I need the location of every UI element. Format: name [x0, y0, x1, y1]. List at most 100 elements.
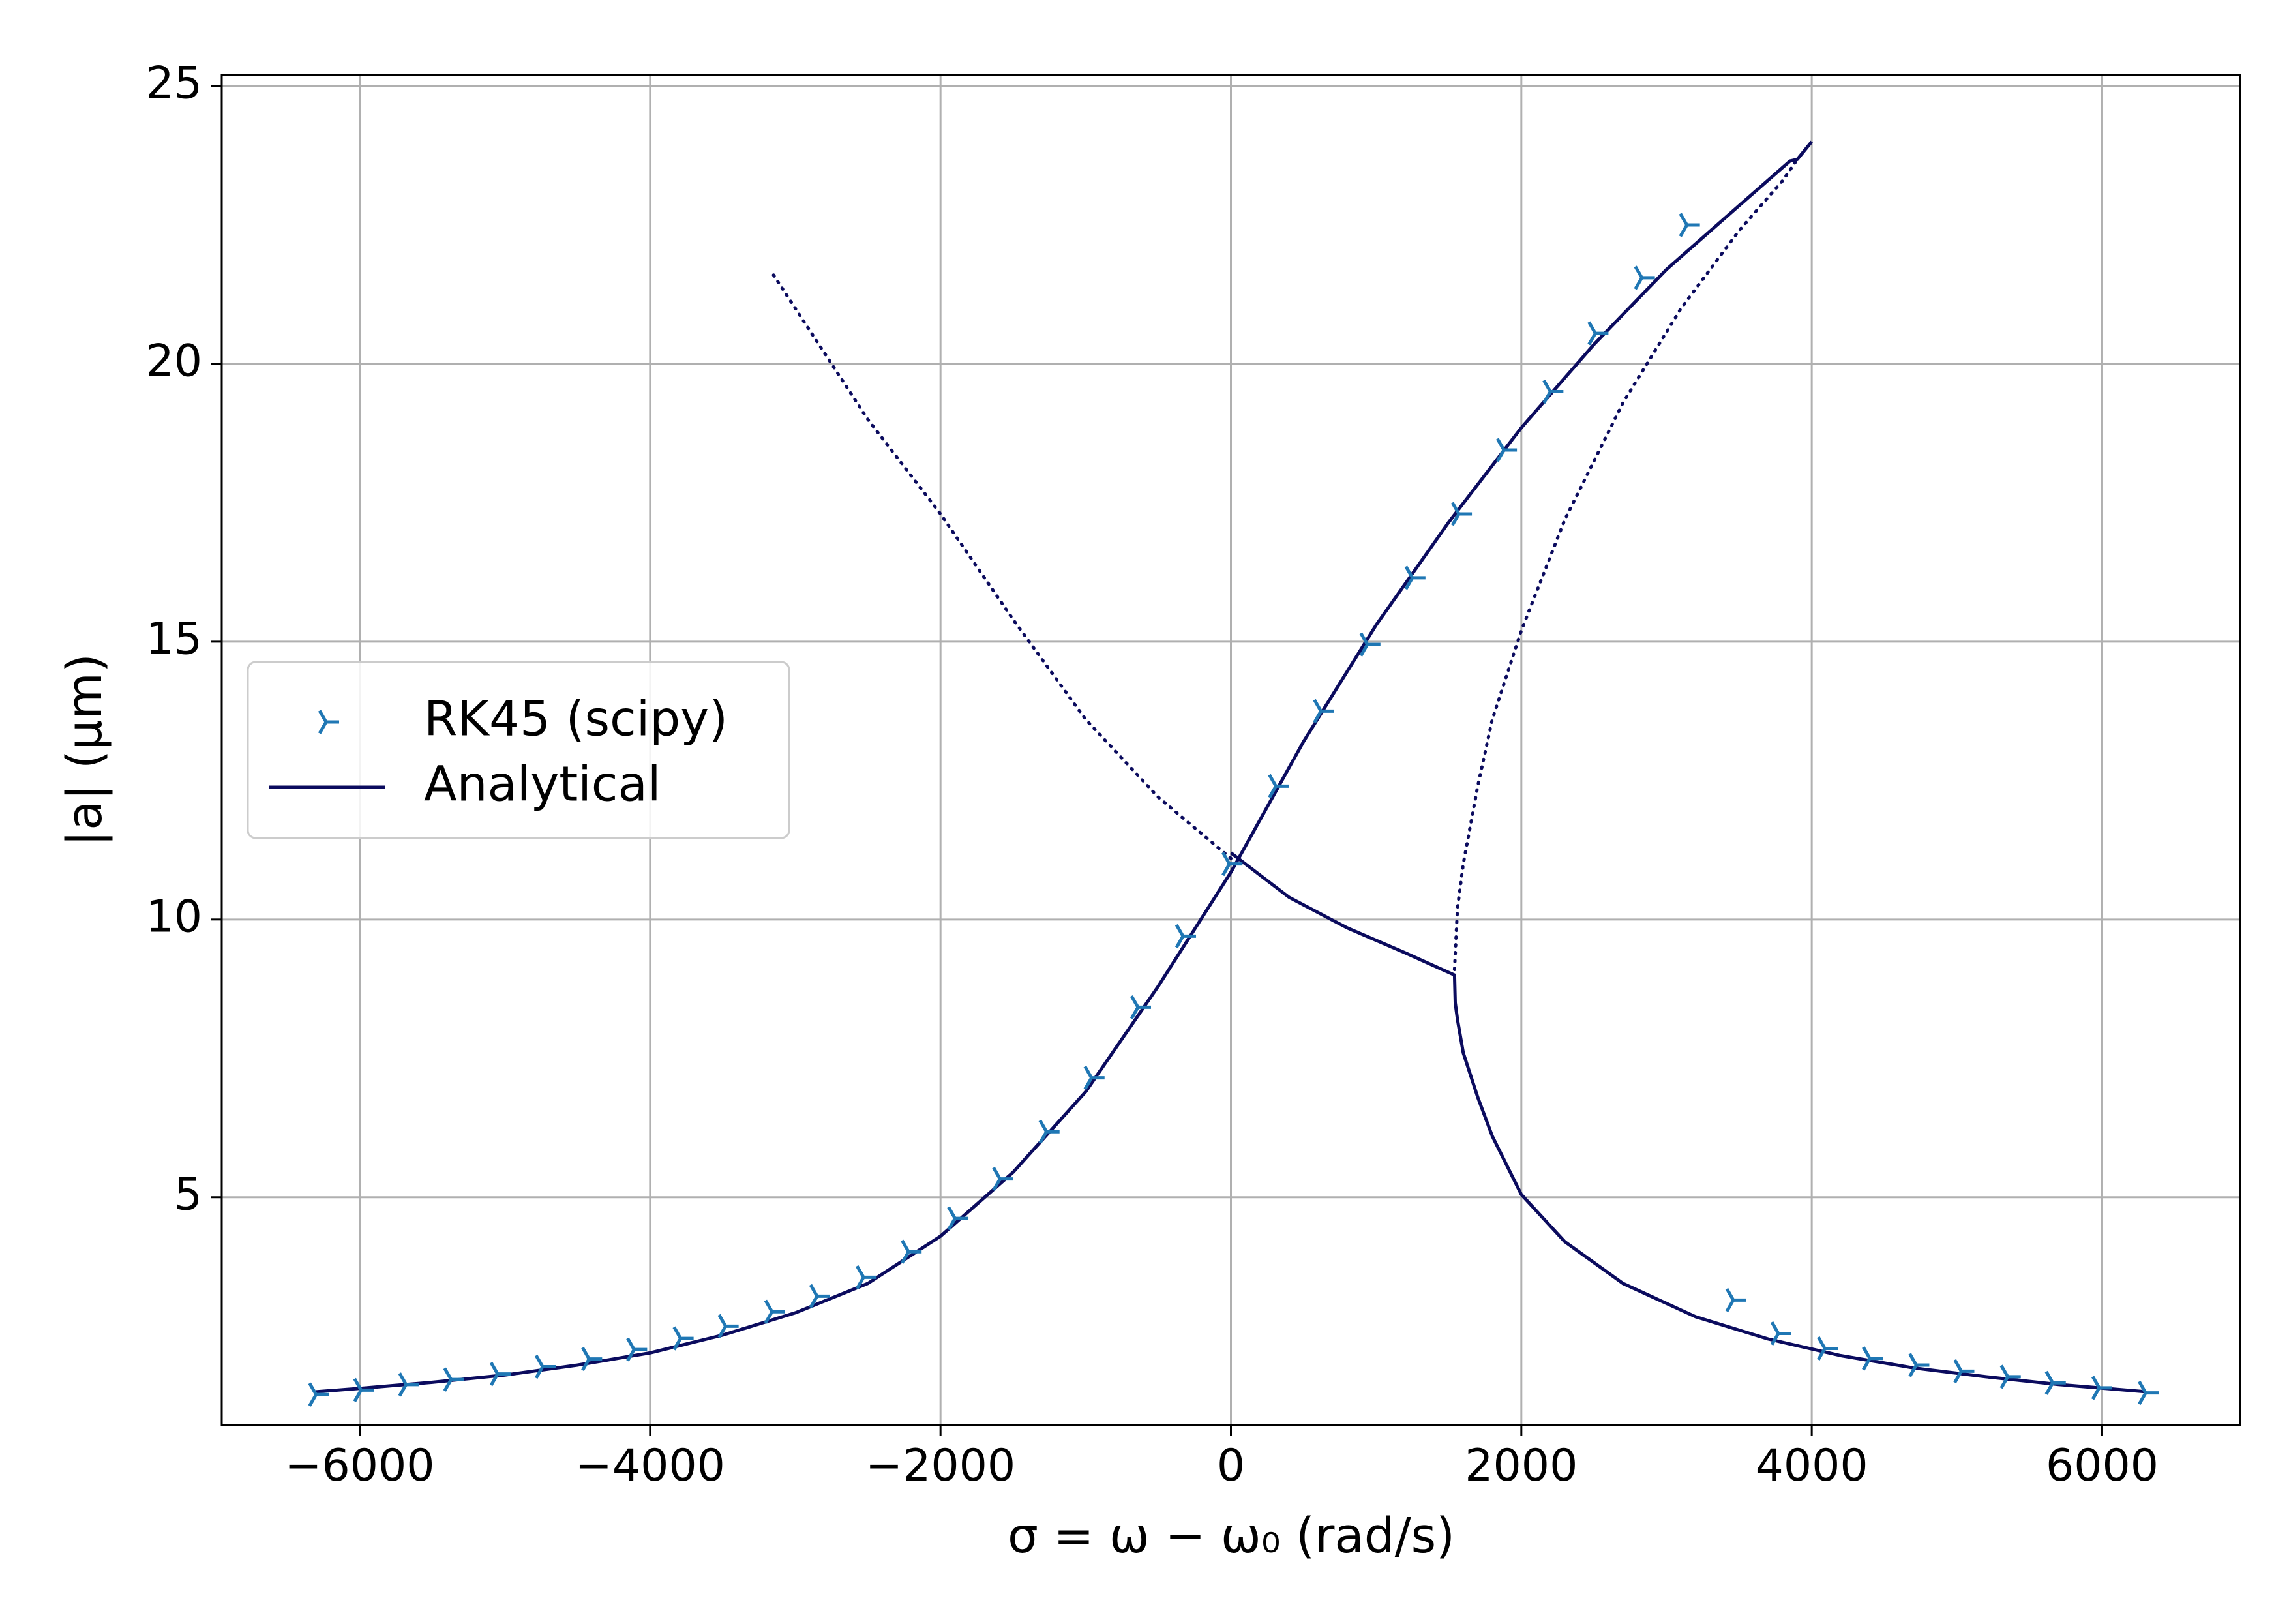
marker-arm — [1404, 565, 1414, 579]
grid-lines — [222, 75, 2240, 1425]
rk45-data-point — [1587, 321, 1609, 346]
marker-arm — [717, 1325, 727, 1338]
rk45-data-point — [1999, 1364, 2021, 1389]
rk45-data-point — [1221, 852, 1243, 877]
marker-arm — [626, 1348, 636, 1362]
rk45-data-point — [581, 1347, 603, 1372]
rk45-data-point — [1542, 379, 1564, 404]
rk45-data-point — [1953, 1359, 1975, 1383]
marker-arm — [1999, 1376, 2009, 1389]
legend-label-analytical: Analytical — [424, 757, 661, 813]
marker-arm — [489, 1362, 500, 1375]
rk45-data-point — [1495, 438, 1518, 462]
marker-arm — [1770, 1332, 1780, 1346]
marker-arm — [308, 1393, 318, 1407]
marker-arm — [1817, 1336, 1827, 1349]
rk45-data-point — [901, 1239, 922, 1264]
marker-arm — [764, 1299, 774, 1313]
marker-arm — [626, 1337, 636, 1351]
x-tick-label: 4000 — [1756, 1440, 1868, 1492]
rk45-data-point — [1038, 1119, 1060, 1144]
marker-arm — [1174, 935, 1185, 948]
rk45-data-point — [2091, 1376, 2113, 1400]
rk45-data-point — [1770, 1321, 1791, 1346]
rk45-data-point — [489, 1362, 511, 1387]
x-axis-label: σ = ω − ω₀ (rad/s) — [1008, 1508, 1455, 1564]
marker-arm — [809, 1284, 819, 1297]
rk45-data-point — [2138, 1381, 2159, 1406]
marker-arm — [947, 1206, 957, 1220]
marker-arm — [534, 1366, 545, 1379]
rk45-data-point — [308, 1382, 329, 1407]
rk45-data-point — [764, 1299, 785, 1324]
rk45-markers — [308, 213, 2159, 1407]
rk45-data-point — [947, 1206, 968, 1231]
marker-arm — [398, 1372, 408, 1386]
y-tick-label: 20 — [145, 336, 202, 387]
marker-arm — [443, 1367, 453, 1381]
x-tick-label: −4000 — [575, 1440, 725, 1492]
marker-arm — [992, 1167, 1002, 1180]
marker-arm — [2138, 1381, 2147, 1394]
rk45-data-point — [1450, 502, 1473, 526]
rk45-data-point — [534, 1354, 556, 1379]
rk45-data-point — [1174, 924, 1197, 948]
marker-arm — [1313, 699, 1323, 712]
marker-arm — [1725, 1287, 1735, 1301]
marker-arm — [1038, 1130, 1048, 1144]
rk45-data-point — [1862, 1346, 1883, 1371]
marker-arm — [1221, 863, 1231, 877]
marker-arm — [856, 1276, 865, 1289]
marker-arm — [1999, 1364, 2009, 1378]
rk45-data-point — [1268, 774, 1289, 798]
rk45-data-point — [1817, 1336, 1838, 1361]
marker-arm — [1268, 785, 1278, 798]
marker-arm — [1953, 1359, 1963, 1372]
rk45-data-point — [1359, 632, 1381, 657]
marker-arm — [1542, 391, 1552, 404]
legend-label-rk45: RK45 (scipy) — [424, 691, 728, 747]
marker-arm — [1908, 1353, 1918, 1366]
marker-arm — [1587, 321, 1597, 335]
rk45-data-point — [1679, 213, 1700, 237]
marker-arm — [2044, 1370, 2054, 1384]
marker-arm — [443, 1378, 453, 1392]
rk45-data-point — [1634, 265, 1655, 290]
marker-arm — [672, 1326, 682, 1340]
marker-arm — [947, 1217, 957, 1231]
marker-arm — [1083, 1066, 1093, 1079]
marker-arm — [1908, 1364, 1918, 1377]
marker-arm — [1679, 213, 1688, 226]
rk45-data-point — [1130, 995, 1151, 1019]
marker-arm — [353, 1389, 363, 1402]
legend-marker-symbol — [318, 710, 339, 734]
x-tick-label: −6000 — [285, 1440, 435, 1492]
marker-arm — [672, 1337, 682, 1351]
marker-arm — [1725, 1299, 1735, 1312]
marker-arm — [1313, 710, 1323, 723]
marker-arm — [2138, 1392, 2147, 1406]
marker-arm — [1450, 502, 1461, 515]
marker-arm — [901, 1239, 910, 1253]
marker-arm — [901, 1250, 910, 1264]
marker-arm — [1038, 1119, 1048, 1133]
marker-arm — [856, 1265, 865, 1278]
marker-arm — [1130, 1006, 1140, 1019]
rk45-data-point — [1083, 1066, 1105, 1090]
marker-arm — [717, 1314, 727, 1327]
y-tick-labels: 5 10 15 20 25 — [145, 58, 202, 1221]
marker-arm — [1359, 643, 1369, 657]
rk45-data-point — [443, 1367, 464, 1392]
marker-arm — [1495, 449, 1506, 462]
legend: RK45 (scipy) Analytical — [247, 661, 790, 839]
marker-arm — [489, 1373, 500, 1387]
marker-arm — [1404, 577, 1414, 590]
marker-arm — [308, 1382, 318, 1396]
marker-arm — [1587, 332, 1597, 346]
rk45-data-point — [1313, 699, 1334, 723]
rk45-data-point — [856, 1265, 877, 1289]
rk45-data-point — [626, 1337, 648, 1362]
rk45-data-point — [672, 1326, 694, 1351]
marker-arm — [1817, 1347, 1827, 1361]
